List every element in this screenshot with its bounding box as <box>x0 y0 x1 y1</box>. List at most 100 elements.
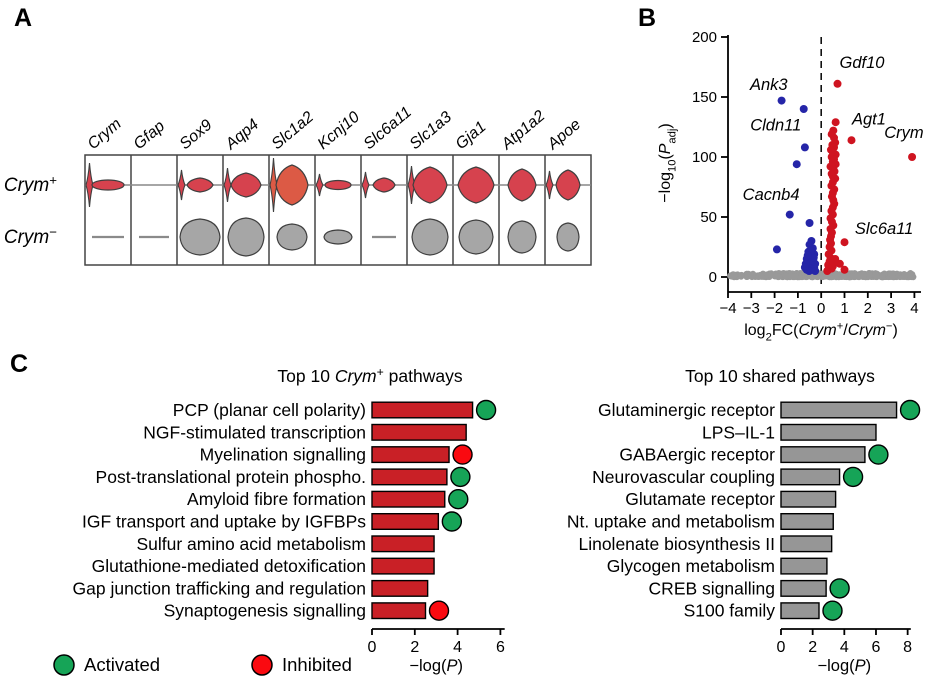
x-tick-label: −4 <box>719 300 736 317</box>
y-axis-title: −log10(Padj) <box>657 123 678 202</box>
bar <box>371 423 467 441</box>
volcano-gene-annotation: Cldn11 <box>750 117 801 135</box>
row-label: Crym− <box>4 225 57 248</box>
bar <box>780 423 877 441</box>
marker-activated <box>448 488 469 510</box>
volcano-gene-annotation: Agt1 <box>851 111 886 129</box>
marker-inhibited <box>452 444 473 465</box>
violin-body <box>323 229 353 245</box>
x-tick-label: 0 <box>368 639 377 656</box>
volcano-point-down_in_crym_pos <box>799 105 808 113</box>
volcano-point-ns <box>782 272 790 279</box>
violin-spike <box>361 171 370 199</box>
gene-label: Slc1a3 <box>407 109 455 154</box>
bar-category-label: IGF transport and uptake by IGFBPs <box>82 512 366 532</box>
violin-spike <box>545 170 554 200</box>
panel-a-label: A <box>14 4 33 32</box>
violin-body <box>227 217 265 257</box>
violin-body <box>372 177 396 193</box>
bar <box>780 579 827 597</box>
bar <box>371 446 450 464</box>
row-label: Crym+ <box>4 173 57 196</box>
bar-category-label: Nt. uptake and metabolism <box>567 512 775 532</box>
marker-activated <box>441 511 463 532</box>
violin-body <box>91 179 125 191</box>
x-tick-label: −1 <box>789 300 806 317</box>
volcano-gene-annotation: Gdf10 <box>839 54 885 72</box>
y-tick-label: 200 <box>692 29 717 46</box>
volcano-point-down_in_crym_pos <box>803 251 812 260</box>
y-tick-label: 0 <box>709 269 717 286</box>
volcano-point-ns <box>790 273 797 281</box>
volcano-point-ns <box>814 273 822 280</box>
y-tick-label: 150 <box>692 89 717 106</box>
volcano-point-down_in_crym_pos <box>792 160 801 169</box>
bar-category-label: GABAergic receptor <box>619 445 775 465</box>
gene-label: Slc6a11 <box>361 104 415 153</box>
gene-label: Crym <box>85 115 125 153</box>
marker-activated <box>450 466 471 488</box>
marker-activated <box>822 600 843 621</box>
x-tick-label: 6 <box>872 639 881 656</box>
bar <box>780 468 841 486</box>
bar-category-label: Glutamate receptor <box>625 489 775 509</box>
violin-plot: Crym Gfap Sox9 Aqp4 Slc1a2Kcnj10Slc6a11Slc1a… <box>4 104 592 266</box>
bar-category-label: Gap junction trafficking and regulation <box>73 578 366 598</box>
volcano-point-up_in_crym_pos <box>833 79 842 88</box>
bar-category-label: NGF-stimulated transcription <box>143 422 366 442</box>
volcano-point-ns <box>775 273 782 281</box>
gene-label: Sox9 <box>177 117 216 154</box>
violin-body <box>230 172 262 198</box>
bar-category-label: Post-translational protein phospho. <box>96 467 366 487</box>
bar <box>371 468 448 486</box>
x-axis-title: −log(P) <box>817 657 871 675</box>
bar-category-label: Amyloid fibre formation <box>187 489 366 509</box>
marker-activated <box>899 399 921 421</box>
bar <box>371 602 427 620</box>
x-tick-label: 3 <box>887 300 895 317</box>
marker-activated <box>868 444 889 465</box>
bar-category-label: Glutathione-mediated detoxification <box>92 556 366 576</box>
violin-spike <box>315 173 324 197</box>
volcano-point-ns <box>738 271 745 279</box>
pathway-bar-charts: Top 10 Crym+ pathways PCP (planar cell po… <box>53 365 921 676</box>
chart-title: Top 10 Crym+ pathways <box>277 365 462 386</box>
violin-body <box>507 220 537 254</box>
bar-category-label: Myelination signalling <box>200 445 366 465</box>
volcano-point-ns <box>887 270 894 277</box>
violin-body <box>556 222 580 252</box>
violin-body <box>179 218 221 256</box>
bar-category-label: PCP (planar cell polarity) <box>173 400 366 420</box>
gene-label: Slc1a2 <box>269 109 317 154</box>
violin-spike <box>269 157 278 213</box>
volcano-point-ns <box>834 272 841 279</box>
bar <box>780 557 828 575</box>
volcano-point-ns <box>906 270 914 277</box>
x-tick-label: 2 <box>410 639 419 656</box>
volcano-point-down_in_crym_pos <box>805 219 814 227</box>
volcano-point-ns <box>901 271 909 278</box>
volcano-point-down_in_crym_pos <box>800 263 809 272</box>
volcano-point-ns <box>728 273 736 280</box>
x-axis-title: −log(P) <box>409 657 463 675</box>
volcano-gene-annotation: Ank3 <box>749 76 788 94</box>
violin-body <box>276 223 308 251</box>
bar <box>371 490 446 508</box>
legend-label: Inhibited <box>282 654 352 675</box>
panel-b-label: B <box>638 4 657 32</box>
x-tick-label: 1 <box>840 300 848 317</box>
volcano-gene-annotation: Cacnb4 <box>743 186 800 204</box>
x-tick-label: 0 <box>817 300 825 317</box>
legend-activated-icon <box>53 654 75 676</box>
bar-category-label: Linolenate biosynthesis II <box>578 534 775 554</box>
bar <box>780 401 898 419</box>
legend-label: Activated <box>84 654 160 675</box>
x-tick-label: 8 <box>903 639 912 656</box>
violin-body <box>412 166 448 204</box>
bar <box>780 490 837 508</box>
marker-activated <box>475 399 497 421</box>
violin-body <box>457 166 495 204</box>
volcano-gene-annotation: Slc6a11 <box>855 220 913 238</box>
violin-body <box>411 218 449 256</box>
